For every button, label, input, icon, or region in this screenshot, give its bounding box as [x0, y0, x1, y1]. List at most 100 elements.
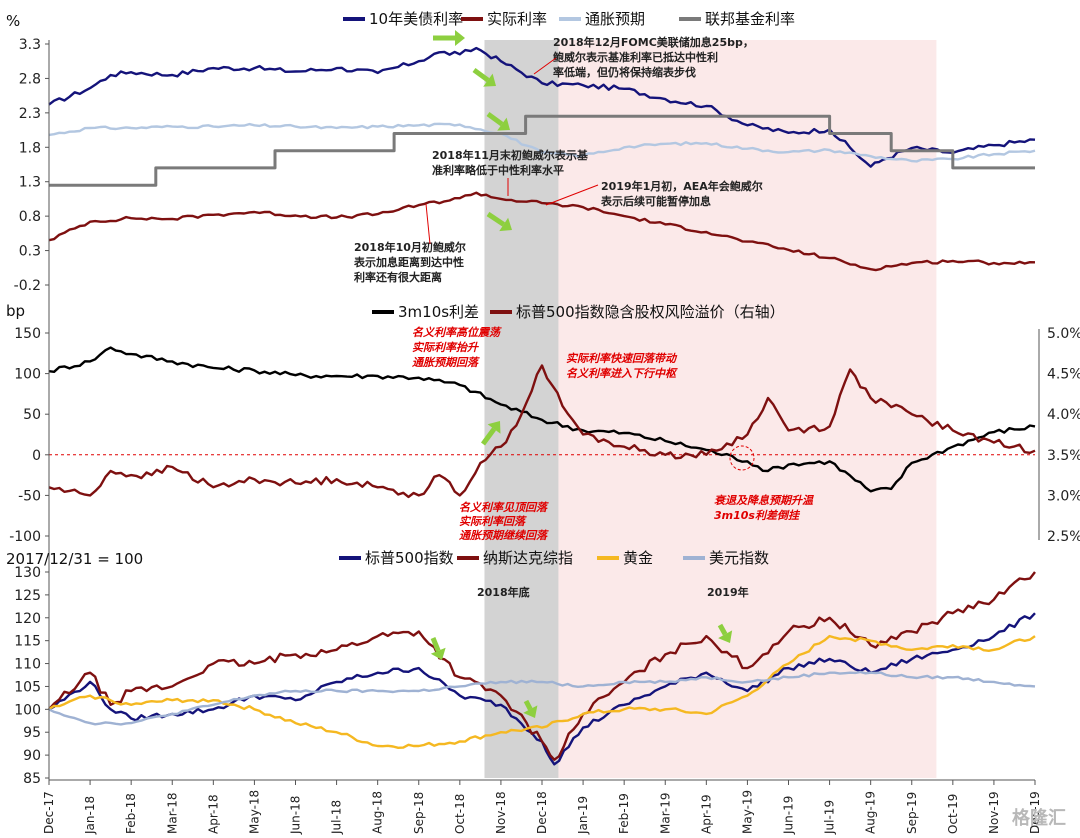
- x-tick-label: Mar-19: [658, 793, 672, 834]
- y2-tick-label: 3.5%: [1047, 448, 1080, 464]
- legend-layer: 10年美债利率 实际利率 通胀预期 联邦基金利率 3m10s利差 标普500指数隐含股权风…: [339, 10, 795, 567]
- annotation-nov-powell: 2018年11月末初鲍威尔表示基: [432, 148, 589, 162]
- legend-rates-label: 联邦基金利率: [705, 10, 795, 28]
- x-tick-label: Aug-18: [371, 791, 385, 834]
- arrow-top-head: [455, 30, 465, 46]
- unit-label-spread: bp: [6, 302, 25, 320]
- band-label-2019: 2019年: [707, 585, 749, 599]
- annotation-dec-fomc: 鲍威尔表示基准利率已抵达中性利: [553, 50, 718, 64]
- x-tick-label: Apr-18: [206, 794, 220, 834]
- inversion-circle: [729, 445, 755, 471]
- x-tick-label: Jul-18: [330, 800, 344, 835]
- series-line-rates-1: [48, 191, 1036, 272]
- pointer-oct: [425, 203, 431, 245]
- axes-layer: 3.3 2.8 2.3 1.8 1.3 0.8 0.3 -0.2 150 100 50 0 -50 -10…: [6, 12, 1080, 835]
- series-line-rates-0: [48, 46, 1036, 168]
- series-line-indices-3: [48, 670, 1036, 726]
- series-line-indices-2: [48, 634, 1036, 749]
- series-line-indices-1: [48, 571, 1036, 761]
- annotation-jan-aea: 2019年1月初，AEA年会鲍威尔: [601, 179, 763, 193]
- annotation-spread-2: 实际利率快速回落带动: [566, 352, 678, 365]
- arrow-rates-1-head: [483, 73, 496, 87]
- y2-tick-label: 4.5%: [1047, 367, 1080, 383]
- arrow-rates-2-shaft: [486, 111, 504, 127]
- x-tick-label: Dec-17: [42, 791, 56, 834]
- x-tick-label: Apr-19: [699, 794, 713, 834]
- annotation-oct-powell: 表示加息距离到达中性: [353, 255, 464, 269]
- annotation-spread-3: 通胀预期继续回落: [459, 529, 549, 542]
- arrow-idx-2-shaft: [523, 699, 533, 711]
- legend-rates-label: 实际利率: [487, 10, 547, 28]
- x-tick-label: Dec-18: [535, 791, 549, 834]
- annotation-spread-4: 3m10s利差倒挂: [714, 509, 801, 522]
- y-tick-label-spread: 150: [14, 326, 41, 342]
- x-tick-label: Sep-19: [905, 792, 919, 834]
- legend-indices-label: 纳斯达克综指: [483, 549, 573, 567]
- y-tick-label-indices: 105: [14, 679, 41, 695]
- arrow-rates-2-head: [497, 117, 510, 131]
- arrow-idx-1-head: [430, 647, 446, 660]
- y-tick-label-indices: 100: [14, 702, 41, 718]
- arrow-spread-shaft: [480, 427, 497, 446]
- y-tick-label-indices: 110: [14, 657, 41, 673]
- legend-indices-label: 黄金: [623, 549, 653, 567]
- y-tick-label-indices: 125: [14, 588, 41, 604]
- x-tick-label: Jun-18: [289, 796, 303, 835]
- arrow-rates-1-shaft: [472, 67, 490, 83]
- y-tick-label-spread: -50: [18, 488, 41, 504]
- watermark-text: 格隆汇: [1012, 807, 1066, 829]
- y-tick-label-rates: 1.8: [19, 140, 41, 156]
- x-tick-label: Nov-19: [987, 791, 1001, 834]
- annotation-spread-3: 名义利率见顶回落: [459, 501, 549, 514]
- x-tick-label: Aug-19: [864, 791, 878, 834]
- x-tick-label: Oct-19: [946, 794, 960, 834]
- arrow-idx-3-head: [718, 630, 733, 643]
- x-tick-label: Jan-18: [83, 796, 97, 835]
- legend-indices-label: 美元指数: [709, 549, 769, 567]
- arrow-idx-3-shaft: [717, 623, 728, 636]
- legend-indices-label: 标普500指数: [365, 549, 454, 567]
- legend-spread-label: 3m10s利差: [398, 303, 479, 321]
- annotation-oct-powell: 利率还有很大距离: [354, 270, 442, 284]
- y2-tick-label: 5.0%: [1047, 326, 1080, 342]
- legend-rates-label: 10年美债利率: [369, 10, 463, 28]
- y-tick-label-indices: 120: [14, 611, 41, 627]
- annotation-oct-powell: 2018年10月初鲍威尔: [354, 240, 466, 254]
- legend-rates-label: 通胀预期: [585, 10, 645, 28]
- y2-tick-label: 2.5%: [1047, 529, 1080, 545]
- series-layer: [48, 46, 1036, 766]
- y-tick-label-rates: 3.3: [19, 37, 41, 53]
- unit-label-indices: 2017/12/31 = 100: [6, 550, 143, 568]
- series-line-rates-3: [49, 114, 1035, 187]
- y-tick-label-rates: 2.3: [19, 106, 41, 122]
- x-tick-label: Jun-19: [782, 796, 796, 835]
- y2-tick-label: 3.0%: [1047, 488, 1080, 504]
- y-tick-label-spread: -100: [9, 529, 41, 545]
- y-tick-label-rates: 0.3: [19, 244, 41, 260]
- annotation-dec-fomc: 2018年12月FOMC美联储加息25bp，: [553, 35, 754, 49]
- green-arrows: [430, 30, 733, 718]
- annotation-spread-2: 名义利率进入下行中枢: [566, 367, 678, 380]
- x-tick-label: Sep-18: [412, 792, 426, 834]
- series-line-spread-0: [48, 346, 1036, 493]
- annotations-layer: 2018年底 2019年 2018年12月FOMC美联储加息25bp，鲍威尔表示基准…: [353, 35, 814, 599]
- arrow-idx-1-shaft: [430, 637, 441, 652]
- annotation-spread-1: 名义利率高位震荡: [412, 326, 502, 339]
- x-tick-label: May-18: [247, 790, 261, 834]
- series-line-rates-2: [48, 122, 1036, 163]
- grey-band-2018-end: [484, 40, 559, 778]
- annotation-nov-powell: 准利率略低于中性利率水平: [432, 163, 564, 177]
- annotation-jan-aea: 表示后续可能暂停加息: [600, 194, 711, 208]
- x-tick-label: Jul-19: [823, 800, 837, 835]
- y2-tick-label: 4.0%: [1047, 407, 1080, 423]
- y-tick-label-indices: 95: [23, 725, 41, 741]
- y-tick-label-rates: 2.8: [19, 71, 41, 87]
- y-tick-label-indices: 90: [23, 748, 41, 764]
- x-tick-label: Oct-18: [453, 794, 467, 834]
- band-label-2018: 2018年底: [477, 585, 530, 599]
- x-tick-label: Feb-19: [617, 793, 631, 834]
- y-tick-label-spread: 100: [14, 367, 41, 383]
- x-tick-label: May-19: [740, 790, 754, 834]
- annotation-spread-4: 衰退及降息预期升温: [714, 494, 814, 507]
